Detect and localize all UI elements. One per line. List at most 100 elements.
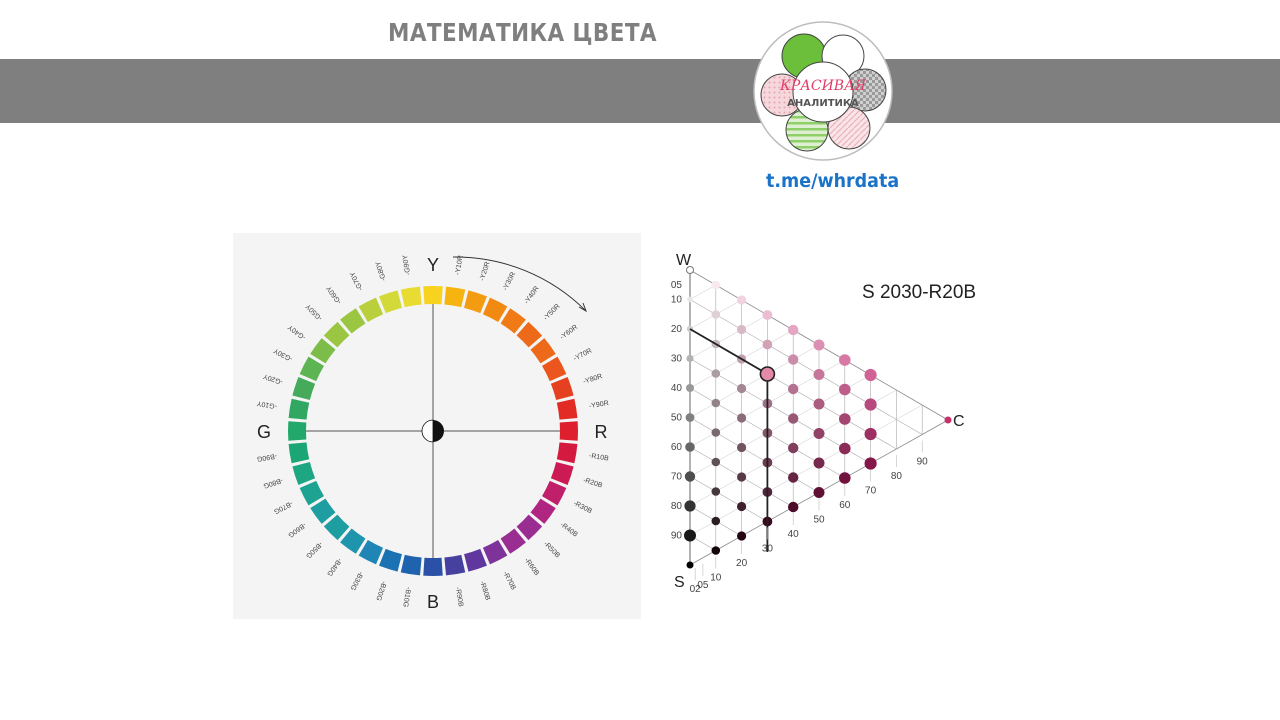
- blackness-guide: [689, 328, 768, 375]
- nuance-dot: [687, 296, 693, 303]
- hue-label: -Y90R: [589, 400, 610, 410]
- hue-segment: [292, 462, 316, 485]
- nuance-dot: [686, 354, 694, 363]
- nuance-dot: [788, 324, 799, 336]
- header-band: [0, 59, 1280, 123]
- hue-label: -R30B: [572, 500, 593, 515]
- logo-text-top: КРАСИВАЯ: [779, 78, 867, 94]
- nuance-dot: [737, 413, 747, 423]
- nuance-dot: [813, 457, 825, 469]
- hue-label: -B60G: [287, 521, 307, 539]
- blackness-tick: 05: [671, 280, 683, 291]
- nuance-dot: [737, 383, 747, 394]
- hue-label: -R70B: [501, 570, 516, 591]
- nuance-dot: [813, 398, 825, 410]
- hue-segment: [542, 480, 567, 506]
- nuance-dot: [711, 487, 721, 496]
- nuance-dot: [737, 442, 747, 453]
- hue-segment: [310, 338, 336, 364]
- nuance-dot: [839, 354, 851, 366]
- chromaticness-tick: 10: [710, 573, 722, 584]
- chromaticness-tick: 50: [813, 515, 825, 526]
- blackness-tick: 90: [671, 531, 683, 542]
- hue-label: -B50G: [304, 540, 323, 559]
- blackness-tick: 80: [671, 501, 683, 512]
- vertex-w-dot: [686, 266, 694, 274]
- hue-label: -Y70R: [572, 347, 593, 362]
- axis-label-b: B: [427, 592, 439, 612]
- hue-segment: [323, 321, 350, 348]
- nuance-triangle: 0510203040506070809002051020304050607080…: [671, 252, 976, 595]
- hue-label: -R80B: [478, 580, 491, 601]
- telegram-link[interactable]: t.me/whrdata: [766, 170, 900, 192]
- chromaticness-tick: 20: [736, 558, 748, 569]
- hue-label: -R50B: [542, 540, 561, 559]
- blackness-tick: 50: [671, 413, 683, 424]
- nuance-dot: [762, 339, 773, 350]
- blackness-tick: 20: [671, 324, 683, 335]
- axis-label-r: R: [595, 422, 608, 442]
- blackness-tick: 60: [671, 442, 683, 453]
- nuance-dot: [788, 442, 799, 454]
- vertex-c-dot: [944, 416, 952, 424]
- blackness-tick: 30: [671, 354, 683, 365]
- nuance-dot: [813, 369, 825, 380]
- brand-logo: КРАСИВАЯ АНАЛИТИКА: [753, 21, 893, 161]
- hue-label: -R20B: [582, 477, 603, 490]
- chromaticness-tick: 40: [788, 529, 800, 540]
- nuance-dot: [788, 383, 799, 395]
- hue-label: -B80G: [262, 476, 283, 489]
- center-half-black: [433, 420, 444, 442]
- hue-label: -Y20R: [479, 261, 492, 282]
- chromaticness-tick: 80: [891, 471, 903, 482]
- hue-segment: [542, 356, 567, 382]
- vertex-label-s: S: [674, 574, 685, 591]
- hue-label: -G70Y: [349, 270, 365, 291]
- nuance-dot: [685, 413, 695, 422]
- grid-line: [689, 476, 768, 522]
- axis-label-g: G: [257, 422, 271, 442]
- direction-arc: [452, 256, 587, 312]
- chromaticness-tick: 70: [865, 486, 877, 497]
- hue-segment: [310, 498, 336, 524]
- nuance-dot: [864, 457, 877, 470]
- logo-text-bottom: АНАЛИТИКА: [787, 98, 859, 109]
- nuance-dot: [737, 472, 747, 482]
- nuance-dot: [684, 500, 696, 512]
- hue-label: -Y50R: [542, 303, 561, 322]
- vertex-label-c: C: [953, 413, 965, 430]
- hue-segment: [550, 462, 574, 485]
- nuance-dot: [685, 442, 695, 452]
- color-wheel: -Y10R -Y20R -Y30R -Y40R-Y50R -Y60R -Y70R -Y80R…: [256, 254, 610, 612]
- hue-segment: [400, 554, 422, 576]
- hue-label: -G50Y: [305, 302, 324, 321]
- center-half-white: [421, 419, 434, 443]
- hue-segment: [288, 421, 307, 441]
- hue-segment: [323, 514, 350, 541]
- hue-segment: [464, 548, 487, 572]
- grid-line: [689, 284, 716, 300]
- nuance-dot: [788, 413, 799, 424]
- vertex-label-w: W: [676, 252, 692, 269]
- hue-label: -B10G: [401, 586, 411, 607]
- hue-label: -G40Y: [287, 323, 308, 341]
- nuance-dot: [737, 324, 747, 335]
- chromaticness-tick: 30: [762, 544, 774, 555]
- grid-line: [689, 314, 768, 359]
- hue-segment: [423, 557, 443, 576]
- nuance-dot: [711, 369, 721, 378]
- hue-label: -R10B: [588, 453, 609, 463]
- hue-segment: [340, 308, 366, 334]
- hue-segment: [358, 540, 384, 565]
- nuance-dot: [737, 501, 747, 512]
- hue-label: -Y30R: [502, 271, 517, 292]
- hue-label: -Y10R: [455, 255, 465, 276]
- hue-label: -B30G: [349, 570, 364, 591]
- nuance-dot: [711, 457, 721, 467]
- hue-segment: [444, 554, 466, 576]
- nuance-dot: [788, 501, 799, 513]
- hue-segment: [482, 297, 508, 322]
- nuance-dot: [711, 280, 721, 290]
- hue-segment: [299, 356, 324, 382]
- nuance-dot: [813, 428, 825, 439]
